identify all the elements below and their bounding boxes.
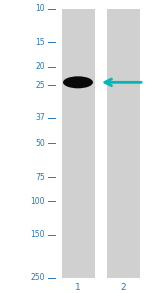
Text: 2: 2 (120, 283, 126, 292)
Text: 100: 100 (30, 197, 45, 206)
Text: 250: 250 (30, 273, 45, 282)
Text: 15: 15 (35, 38, 45, 47)
Text: 150: 150 (30, 231, 45, 239)
Text: 37: 37 (35, 113, 45, 122)
Text: 50: 50 (35, 139, 45, 148)
Bar (61, 8, 94, 278)
Text: 25: 25 (35, 81, 45, 90)
Text: 75: 75 (35, 173, 45, 182)
Ellipse shape (63, 76, 93, 88)
Text: 1: 1 (75, 283, 81, 292)
Bar (106, 8, 140, 278)
Text: 20: 20 (35, 62, 45, 71)
Text: 10: 10 (35, 4, 45, 13)
